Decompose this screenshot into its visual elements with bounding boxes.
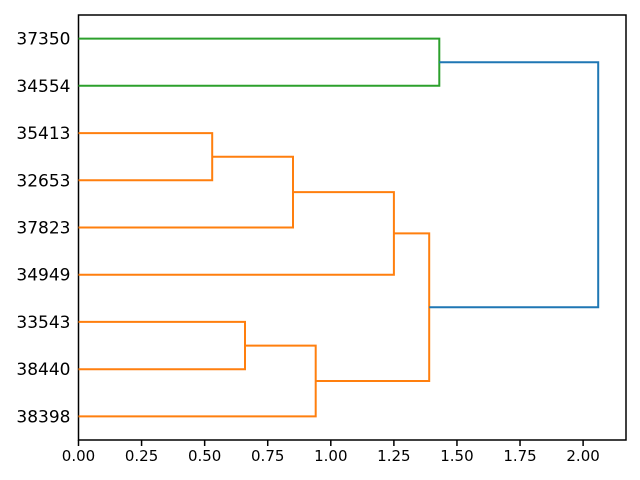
dendrogram-link: [78, 320, 246, 371]
leaf-label: 34949: [16, 266, 70, 286]
dendrogram-link: [78, 344, 317, 418]
dendrogram-link: [429, 61, 600, 309]
leaf-label: 33543: [16, 313, 70, 333]
dendrogram-link: [78, 155, 294, 229]
dendrogram-link: [78, 132, 214, 182]
x-tick-label: 0.50: [188, 447, 221, 465]
x-tick-label: 1.25: [377, 447, 410, 465]
leaf-label: 37823: [16, 219, 70, 239]
dendrogram-link: [315, 232, 431, 382]
leaf-label: 32653: [16, 171, 70, 191]
x-tick-label: 1.00: [314, 447, 347, 465]
leaf-label: 35413: [16, 124, 70, 144]
x-tick-label: 2.00: [566, 447, 599, 465]
x-tick-label: 1.75: [503, 447, 536, 465]
leaf-label: 34554: [16, 77, 70, 97]
leaf-label: 38440: [16, 360, 70, 380]
x-tick-label: 1.50: [440, 447, 473, 465]
dendrogram-link: [78, 191, 395, 276]
x-tick-label: 0.25: [125, 447, 158, 465]
x-tick-label: 0.00: [62, 447, 95, 465]
leaf-label: 37350: [16, 30, 70, 50]
x-tick-label: 0.75: [251, 447, 284, 465]
leaf-label: 38398: [16, 407, 70, 427]
dendrogram-link: [78, 37, 441, 87]
